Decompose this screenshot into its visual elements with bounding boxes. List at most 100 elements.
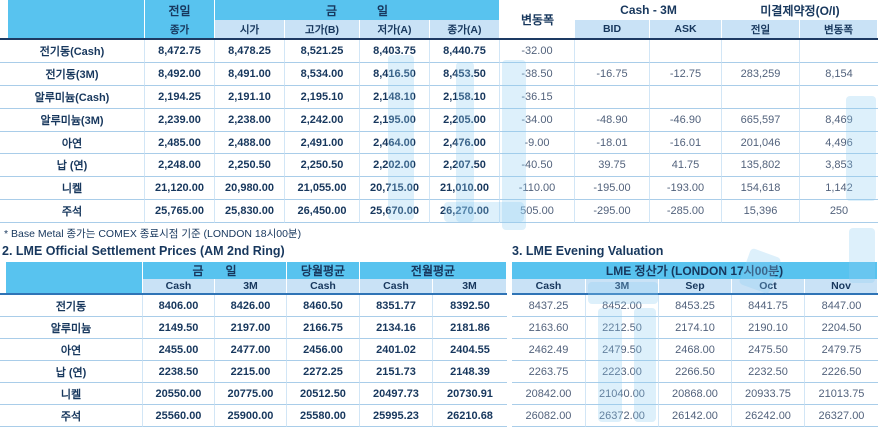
value-cell: 8453.25 xyxy=(659,295,732,318)
col-header-change: 변동폭 xyxy=(500,0,575,38)
value-cell: 2475.50 xyxy=(732,339,805,362)
value-cell: 2404.55 xyxy=(433,339,507,362)
value-cell xyxy=(575,85,650,109)
value-cell xyxy=(575,40,650,63)
value-cell: 25,765.00 xyxy=(145,200,215,224)
value-cell: 2204.50 xyxy=(805,317,878,340)
corner-header-cell xyxy=(0,0,145,38)
value-cell: -48.90 xyxy=(575,108,650,132)
value-cell xyxy=(722,85,800,109)
value-cell: 2197.00 xyxy=(215,317,287,340)
table-row: 2462.49 2479.50 2468.00 2475.50 2479.75 xyxy=(512,339,878,362)
today-label-left: 금 xyxy=(192,264,204,279)
table-evening-valuation: LME 정산가 (LONDON 17시00분) Cash 3M Sep Oct … xyxy=(512,262,878,427)
value-cell: 8437.25 xyxy=(512,295,586,318)
value-cell: 8,469 xyxy=(800,109,878,132)
table-row: 아연 2,485.00 2,488.00 2,491.00 2,464.00 2,476.… xyxy=(0,131,878,155)
value-cell: 8,478.25 xyxy=(215,40,285,63)
table-row: 아연 2455.00 2477.00 2456.00 2401.02 2404.55 xyxy=(0,339,507,362)
value-cell: 250 xyxy=(800,200,878,224)
row-label: 니켈 xyxy=(0,383,143,406)
value-cell: 135,802 xyxy=(722,154,800,178)
group-header-open-interest: 미결제약정(O/I) xyxy=(722,0,878,20)
row-label: 주석 xyxy=(0,200,145,224)
col-header-prev-3m: 3M xyxy=(433,279,507,294)
table2-header: 금 일 당월평균 전월평균 Cash 3M Cash Cash 3M xyxy=(0,262,507,296)
col-header-prev-day: 전일 xyxy=(145,0,215,20)
value-cell: -38.50 xyxy=(500,62,575,86)
value-cell: -34.00 xyxy=(500,108,575,132)
today-label-left: 금 xyxy=(325,3,337,18)
value-cell: -12.75 xyxy=(650,62,722,86)
value-cell: 2149.50 xyxy=(143,317,215,340)
row-label: 알루미늄(3M) xyxy=(0,108,145,132)
value-cell: 2181.86 xyxy=(433,317,507,340)
table-settlement-prices: 금 일 당월평균 전월평균 Cash 3M Cash Cash 3M 전기동 84… xyxy=(0,262,507,427)
value-cell: -36.15 xyxy=(500,85,575,109)
row-label: 납 (연) xyxy=(0,154,145,178)
table-row: 8437.25 8452.00 8453.25 8441.75 8447.00 xyxy=(512,295,878,318)
value-cell: 8,440.75 xyxy=(430,40,500,63)
value-cell: 2468.00 xyxy=(659,339,732,362)
value-cell: 8441.75 xyxy=(732,295,805,318)
col-header-bid: BID xyxy=(575,20,650,38)
table-row: 2163.60 2212.50 2174.10 2190.10 2204.50 xyxy=(512,317,878,340)
value-cell: 2266.50 xyxy=(659,361,732,384)
table-row: 납 (연) 2,248.00 2,250.50 2,250.50 2,202.00 2,2… xyxy=(0,154,878,178)
table3-body: 8437.25 8452.00 8453.25 8441.75 8447.00 2163.… xyxy=(512,295,878,427)
value-cell: 20512.50 xyxy=(287,383,360,406)
group-header-month-avg: 당월평균 xyxy=(287,262,360,280)
group-header-today: 금 일 xyxy=(215,0,500,20)
col-header-open: 시가 xyxy=(215,20,285,38)
value-cell: 3,853 xyxy=(800,154,878,178)
col-header-prev-close: 종가 xyxy=(145,20,215,38)
value-cell: 8447.00 xyxy=(805,295,878,318)
value-cell: 201,046 xyxy=(722,131,800,155)
value-cell: 2272.25 xyxy=(287,361,360,384)
value-cell: 8,453.50 xyxy=(430,62,500,86)
value-cell: 2,205.00 xyxy=(430,108,500,132)
value-cell: 2456.00 xyxy=(287,339,360,362)
value-cell: 2479.50 xyxy=(586,339,659,362)
value-cell: 2166.75 xyxy=(287,317,360,340)
value-cell: 2,476.00 xyxy=(430,131,500,155)
value-cell: 2232.50 xyxy=(732,361,805,384)
value-cell: -295.00 xyxy=(575,200,650,224)
table-row: 2263.75 2223.00 2266.50 2232.50 2226.50 xyxy=(512,361,878,384)
value-cell: 2477.00 xyxy=(215,339,287,362)
table-row: 니켈 20550.00 20775.00 20512.50 20497.73 20730.… xyxy=(0,383,507,406)
value-cell: 505.00 xyxy=(500,200,575,224)
value-cell: 2,242.00 xyxy=(285,108,360,132)
row-label: 알루미늄(Cash) xyxy=(0,85,145,109)
value-cell: 2,202.00 xyxy=(360,154,430,178)
table-row: 전기동 8406.00 8426.00 8460.50 8351.77 8392.50 xyxy=(0,295,507,318)
table-row: 알루미늄(Cash) 2,194.25 2,191.10 2,195.10 2,148.… xyxy=(0,85,878,109)
value-cell: 2,194.25 xyxy=(145,85,215,109)
value-cell: 39.75 xyxy=(575,154,650,178)
col-header-nov: Nov xyxy=(805,279,878,294)
value-cell xyxy=(722,40,800,63)
row-label: 아연 xyxy=(0,339,143,362)
group-header-lme-valuation: LME 정산가 (LONDON 17시00분) xyxy=(512,262,878,280)
value-cell: 2190.10 xyxy=(732,317,805,340)
value-cell: 8,416.50 xyxy=(360,62,430,86)
group-header-cash-3m: Cash - 3M xyxy=(575,0,722,20)
value-cell: 154,618 xyxy=(722,177,800,201)
today-label-right: 일 xyxy=(225,264,237,279)
value-cell xyxy=(650,40,722,63)
col-header-oi-prev: 전일 xyxy=(722,20,800,38)
value-cell: 2151.73 xyxy=(360,361,433,384)
col-header-close: 종가(A) xyxy=(430,20,500,38)
value-cell: -285.00 xyxy=(650,200,722,224)
footnote: * Base Metal 종가는 COMEX 종료시점 기준 (LONDON 1… xyxy=(4,228,302,241)
table-daily-prices: 전일 종가 금 일 시가 고가(B) 저가(A) 종가(A) 변동폭 Cash … xyxy=(0,0,878,224)
table-row: 주석 25,765.00 25,830.00 26,450.00 25,670.00 26… xyxy=(0,200,878,224)
value-cell: 8,472.75 xyxy=(145,40,215,63)
value-cell: 2,239.00 xyxy=(145,108,215,132)
table-row: 알루미늄 2149.50 2197.00 2166.75 2134.16 2181.86 xyxy=(0,317,507,340)
value-cell: 2238.50 xyxy=(143,361,215,384)
value-cell: 2,158.10 xyxy=(430,85,500,109)
row-label: 전기동(3M) xyxy=(0,62,145,86)
value-cell: 8460.50 xyxy=(287,295,360,318)
